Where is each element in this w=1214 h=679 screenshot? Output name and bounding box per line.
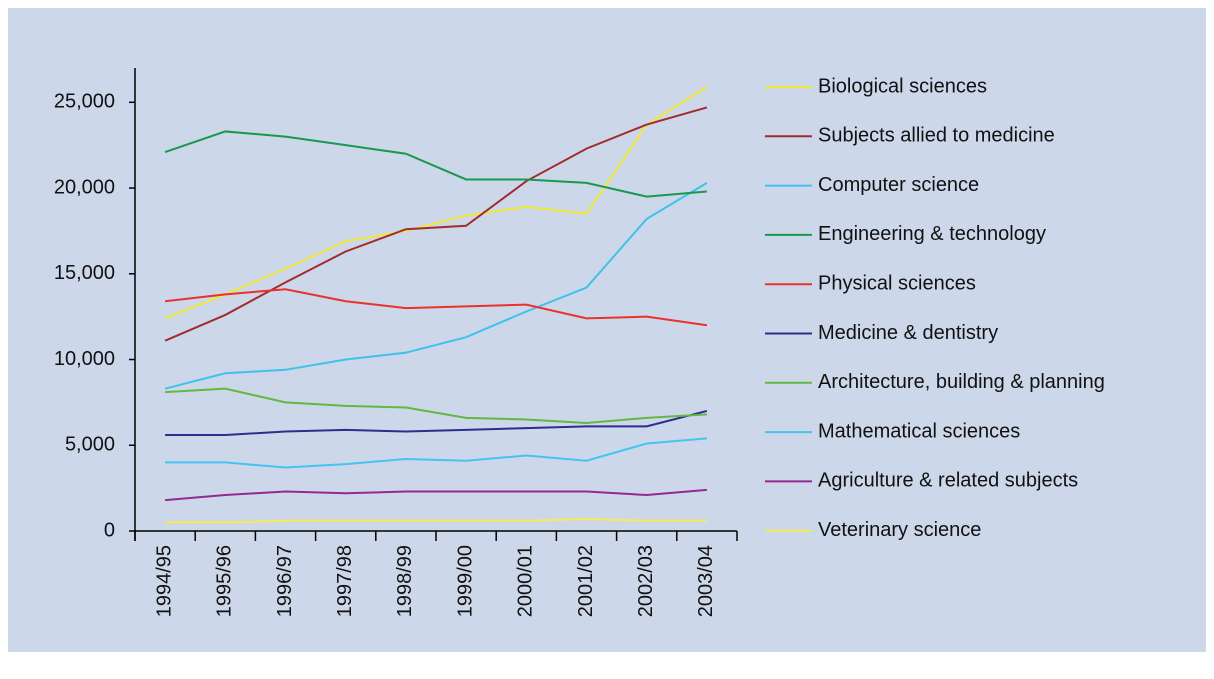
x-tick-label: 2000/01 — [515, 545, 537, 617]
x-tick-label: 1994/95 — [153, 545, 175, 617]
series-line — [164, 288, 708, 327]
y-tick-label: 20,000 — [54, 176, 115, 198]
series-line — [165, 409, 708, 436]
x-tick-label: 2001/02 — [575, 545, 597, 617]
legend-label: Engineering & technology — [818, 223, 1046, 245]
series-line — [164, 182, 708, 390]
series-line — [164, 86, 708, 320]
series-line — [165, 387, 707, 424]
legend-label: Computer science — [818, 174, 979, 196]
legend-label: Medicine & dentistry — [818, 322, 998, 344]
series-line — [165, 488, 707, 502]
x-tick-label: 2003/04 — [695, 545, 717, 617]
legend-label: Veterinary science — [818, 519, 981, 541]
x-tick-label: 1999/00 — [454, 545, 476, 617]
series-line — [165, 517, 707, 524]
legend-label: Mathematical sciences — [818, 420, 1020, 442]
legend-label: Agriculture & related subjects — [818, 470, 1078, 492]
x-tick-label: 1996/97 — [274, 545, 296, 617]
legend-label: Physical sciences — [818, 272, 976, 294]
series-line — [164, 106, 708, 342]
x-tick-label: 1995/96 — [214, 545, 236, 617]
y-tick-label: 25,000 — [54, 91, 115, 113]
panel — [8, 8, 1206, 652]
y-tick-label: 15,000 — [54, 262, 115, 284]
series-line — [164, 130, 707, 198]
legend-label: Biological sciences — [818, 75, 987, 97]
legend-label: Subjects allied to medicine — [818, 125, 1055, 147]
x-tick-label: 1998/99 — [394, 545, 416, 617]
series-line — [165, 437, 707, 469]
legend-label: Architecture, building & planning — [818, 371, 1105, 393]
y-tick-label: 0 — [104, 519, 115, 541]
x-tick-label: 1997/98 — [334, 545, 356, 617]
y-tick-label: 10,000 — [54, 348, 115, 370]
x-tick-label: 2002/03 — [635, 545, 657, 617]
y-tick-label: 5,000 — [65, 434, 115, 456]
